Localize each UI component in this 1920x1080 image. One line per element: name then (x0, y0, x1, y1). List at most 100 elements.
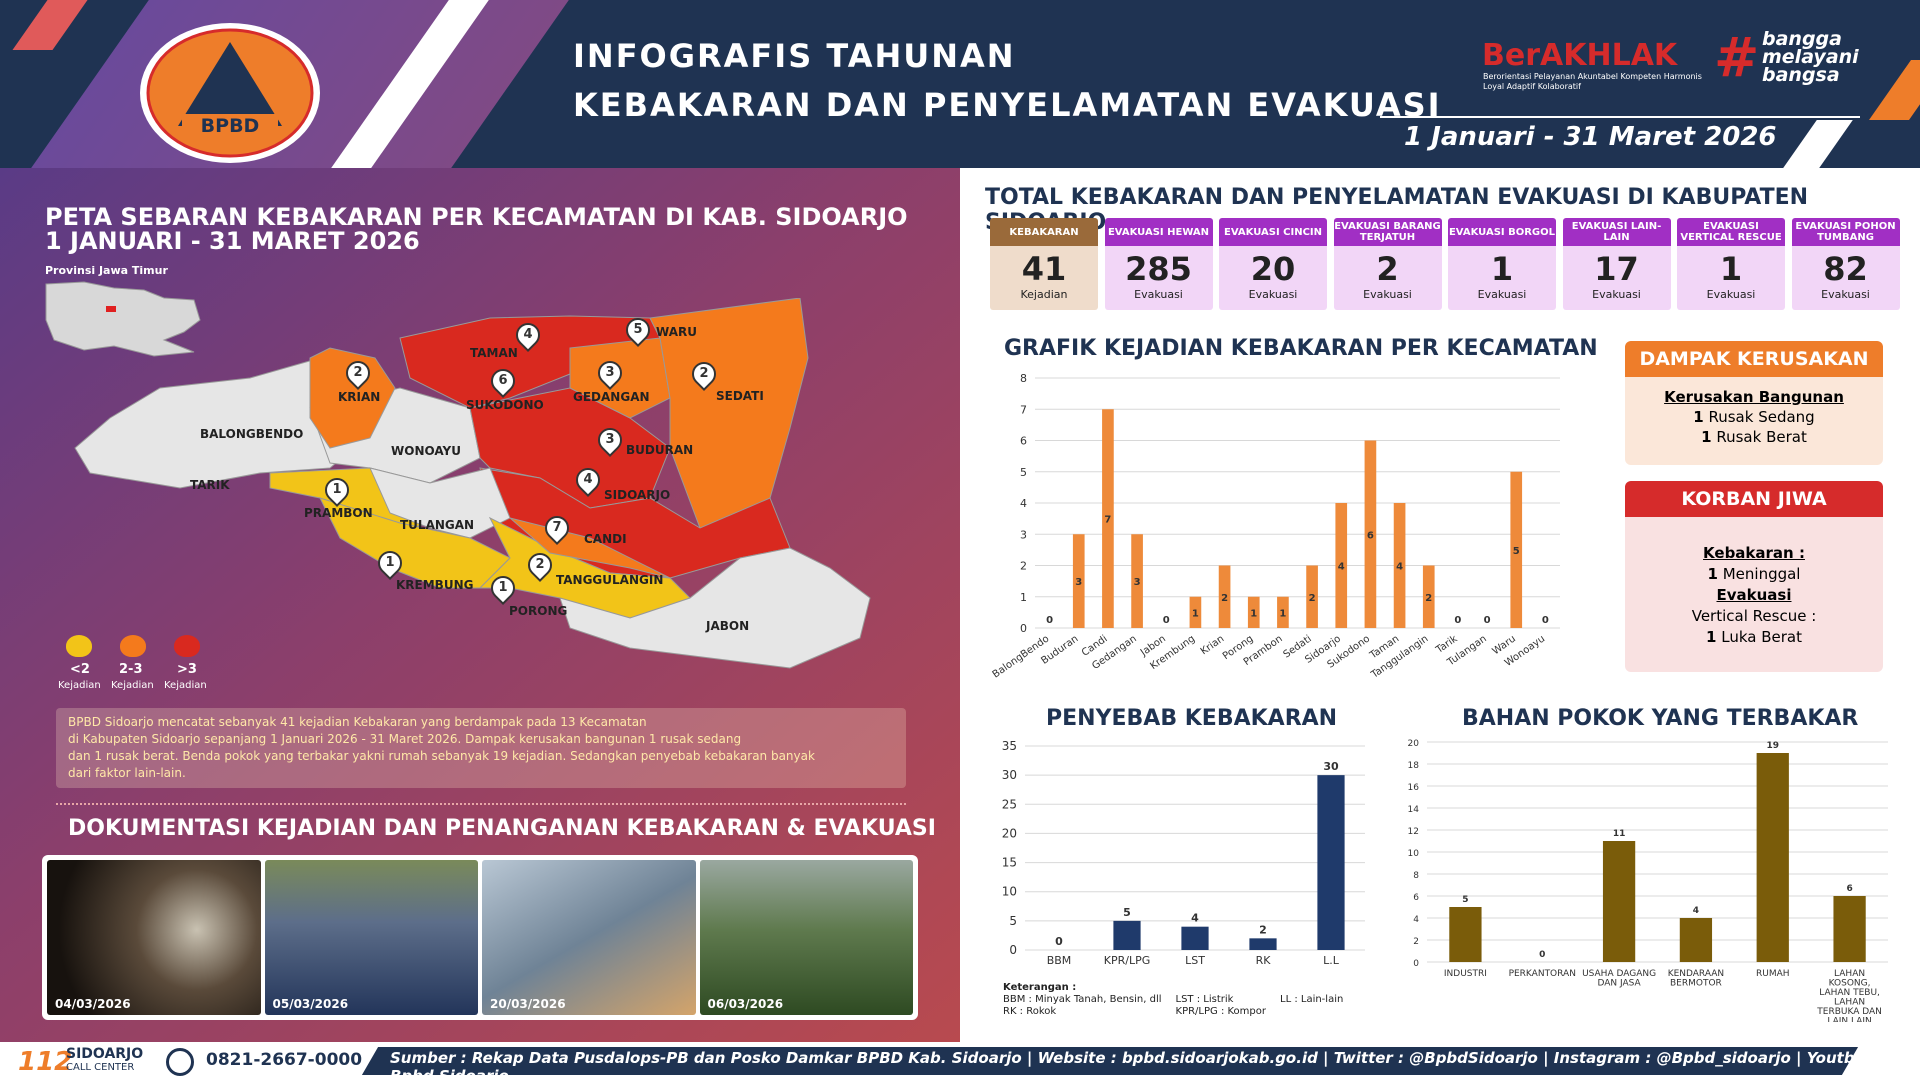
kpi-label: EVAKUASI BORGOL (1448, 218, 1556, 246)
photo-ring-rescue: 20/03/2026 (482, 860, 696, 1015)
photo-snake-rescue: 05/03/2026 (264, 860, 478, 1015)
bangga-word: bangga (1762, 28, 1842, 50)
y-tick-label: 7 (1020, 403, 1027, 416)
data-label: 4 (1338, 562, 1345, 573)
bar (1510, 471, 1523, 628)
korban-line: 1 Meninggal (1625, 564, 1883, 585)
map-label-jabon: JABON (706, 619, 750, 633)
bar (1218, 565, 1231, 628)
data-label: 4 (1693, 906, 1699, 916)
x-tick-label: PERKANTORAN (1509, 969, 1576, 979)
hashtag-icon: # (1714, 26, 1760, 89)
bar (1756, 753, 1789, 962)
data-label: 6 (1367, 530, 1374, 541)
data-label: 2 (1309, 593, 1316, 604)
data-label: 0 (1484, 615, 1491, 626)
kpi-unit: Evakuasi (1134, 288, 1183, 301)
documentation-title: DOKUMENTASI KEJADIAN DAN PENANGANAN KEBA… (68, 816, 936, 841)
korban-evakuasi-sub: Vertical Rescue : (1691, 607, 1817, 625)
x-tick-label: LAIN LAIN (1827, 1016, 1871, 1022)
legend-sub-high: Kejadian (164, 680, 207, 691)
summary-text: BPBD Sidoarjo mencatat sebanyak 41 kejad… (68, 714, 898, 782)
kpi-body: 82 Evakuasi (1791, 246, 1900, 310)
kpi-body: 285 Evakuasi (1104, 246, 1213, 310)
kpi-body: 17 Evakuasi (1562, 246, 1671, 310)
map-label-candi: CANDI (584, 532, 627, 546)
callcenter-name: SIDOARJO (66, 1046, 144, 1062)
notes-grid: BBM : Minyak Tanah, Bensin, dll LST : Lis… (1003, 994, 1343, 1018)
x-tick-label: LAHAN TEBU, (1819, 988, 1880, 998)
summary-line: di Kabupaten Sidoarjo sepanjang 1 Januar… (68, 732, 742, 746)
y-tick-label: 4 (1413, 915, 1419, 925)
kpi-unit: Evakuasi (1363, 288, 1412, 301)
bar (1277, 596, 1289, 628)
data-label: 1 (1192, 608, 1199, 619)
map-label-tanggulangin: TANGGULANGIN (556, 573, 664, 587)
header-banner (0, 0, 1920, 168)
y-tick-label: 8 (1020, 372, 1027, 385)
dampak-line: 1 Rusak Berat (1625, 427, 1883, 447)
data-label: 0 (1055, 935, 1063, 948)
x-tick-label: BERMOTOR (1670, 978, 1722, 988)
summary-line: BPBD Sidoarjo mencatat sebanyak 41 kejad… (68, 715, 647, 729)
y-tick-label: 14 (1408, 805, 1420, 815)
bar (1335, 503, 1348, 628)
kpi-value: 17 (1594, 250, 1639, 288)
data-label: 5 (1462, 895, 1468, 905)
dampak-text: Rusak Sedang (1703, 408, 1815, 426)
dampak-heading: Kerusakan Bangunan (1664, 388, 1844, 406)
photo-date: 20/03/2026 (490, 997, 566, 1011)
y-tick-label: 0 (1020, 622, 1027, 635)
y-tick-label: 6 (1020, 435, 1027, 448)
kpi-label: EVAKUASI POHON TUMBANG (1791, 218, 1900, 246)
legend-swatch-high (174, 635, 200, 657)
chart-bahan: 0 2 4 6 8 10 12 14 16 18 20 5 INDUSTRI 0 PERKANTORAN 11… (1408, 739, 1888, 1022)
kpi-label: EVAKUASI BARANG TERJATUH (1333, 218, 1442, 246)
kpi-card: KEBAKARAN 41 Kejadian (990, 218, 1098, 310)
map-label-balongbendo: BALONGBENDO (200, 427, 304, 441)
bpbd-logo: BPBD (140, 23, 320, 163)
footer-source: Sumber : Rekap Data Pusdalops-PB dan Pos… (390, 1049, 1898, 1080)
inset-highlight-sidoarjo (106, 306, 116, 312)
data-label: 4 (1396, 562, 1403, 573)
bar (1131, 534, 1143, 628)
kpi-card: EVAKUASI BORGOL 1 Evakuasi (1448, 218, 1556, 310)
data-label: 3 (1134, 577, 1141, 588)
bar (1181, 926, 1209, 950)
header-divider (1380, 116, 1860, 118)
kpi-body: 2 Evakuasi (1333, 246, 1442, 310)
logo-text: BPBD (201, 115, 260, 137)
inset-map-label: Provinsi Jawa Timur (45, 264, 168, 277)
korban-evakuasi-label: Evakuasi (1716, 586, 1792, 604)
kpi-label: EVAKUASI HEWAN (1104, 218, 1213, 246)
dampak-num: 1 (1701, 428, 1712, 446)
bar (1189, 596, 1202, 628)
korban-line: 1 Luka Berat (1625, 627, 1883, 648)
bar (1422, 565, 1435, 628)
summary-line: dan 1 rusak berat. Benda pokok yang terb… (68, 749, 815, 763)
melayani-word: melayani (1762, 46, 1859, 68)
legend-swatch-low (66, 635, 92, 657)
bar (1247, 596, 1260, 628)
bar (1306, 565, 1318, 628)
legend-sub-mid: Kejadian (111, 680, 154, 691)
note-item: LST : Listrik (1175, 994, 1234, 1005)
map-label-sukodono: SUKODONO (466, 398, 544, 412)
berakhlak-tagline: Berorientasi Pelayanan Akuntabel Kompete… (1483, 72, 1702, 91)
dampak-body: Kerusakan Bangunan 1 Rusak Sedang 1 Rusa… (1625, 377, 1883, 465)
bar (1072, 534, 1085, 628)
y-tick-label: 20 (1408, 739, 1420, 749)
map-label-buduran: BUDURAN (626, 443, 694, 457)
data-label: 2 (1425, 593, 1432, 604)
kpi-unit: Evakuasi (1706, 288, 1756, 301)
map-label-prambon: PRAMBON (304, 506, 373, 520)
bangsa-word: bangsa (1762, 64, 1840, 86)
x-tick-label: RK (1256, 954, 1272, 967)
phone-number[interactable]: 0821-2667-0000 (206, 1050, 363, 1070)
kpi-unit: Kejadian (1020, 288, 1068, 301)
map-label-sidoarjo: SIDOARJO (604, 488, 671, 502)
y-tick-label: 4 (1020, 497, 1027, 510)
header-title-line2: KEBAKARAN DAN PENYELAMATAN EVAKUASI (573, 86, 1442, 124)
notes-title: Keterangan : (1003, 982, 1077, 993)
district-krian (309, 347, 396, 449)
